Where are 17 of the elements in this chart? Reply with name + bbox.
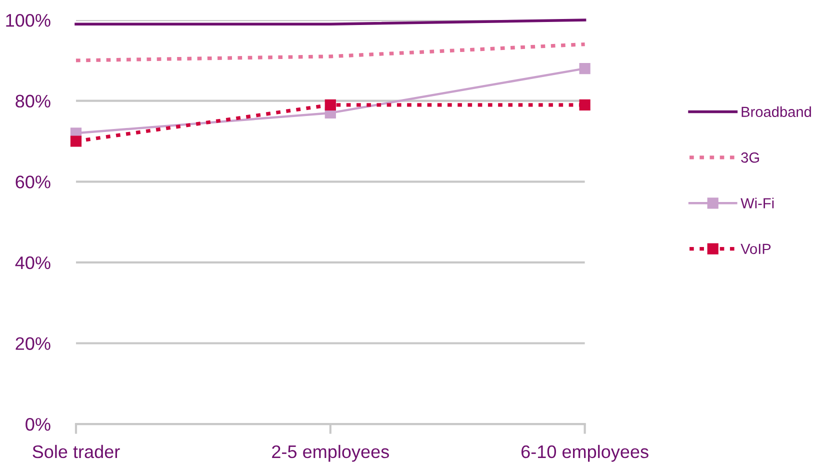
legend-label: VoIP xyxy=(740,244,771,254)
legend-label: Broadband xyxy=(742,106,811,118)
y-tick-label: 60% xyxy=(16,176,50,188)
point xyxy=(579,99,590,110)
x-tick-label: 2-5 employees xyxy=(272,444,389,462)
y-tick-label: 100% xyxy=(6,14,50,27)
point xyxy=(324,99,336,110)
point xyxy=(70,136,82,147)
legend-label: Wi-Fi xyxy=(740,198,774,208)
legend-label: 3G xyxy=(741,152,759,163)
x-tick-label: Sole trader xyxy=(32,444,120,458)
y-tick-label: 40% xyxy=(15,256,50,270)
point xyxy=(579,62,590,74)
x-tick-label: 6-10 employees xyxy=(521,444,648,462)
y-tick-label: 0% xyxy=(26,418,50,431)
y-tick-label: 20% xyxy=(16,337,50,350)
y-tick-label: 80% xyxy=(16,94,50,108)
